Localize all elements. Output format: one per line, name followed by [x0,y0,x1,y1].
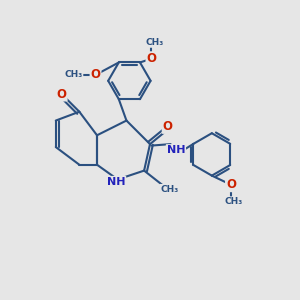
Text: O: O [57,88,67,100]
Text: CH₃: CH₃ [64,70,83,80]
Text: O: O [91,68,100,81]
Text: O: O [226,178,236,191]
Text: NH: NH [107,177,125,187]
Text: O: O [163,120,173,133]
Text: CH₃: CH₃ [225,197,243,206]
Text: O: O [146,52,157,65]
Text: CH₃: CH₃ [160,185,178,194]
Text: CH₃: CH₃ [145,38,164,47]
Text: NH: NH [167,145,185,155]
